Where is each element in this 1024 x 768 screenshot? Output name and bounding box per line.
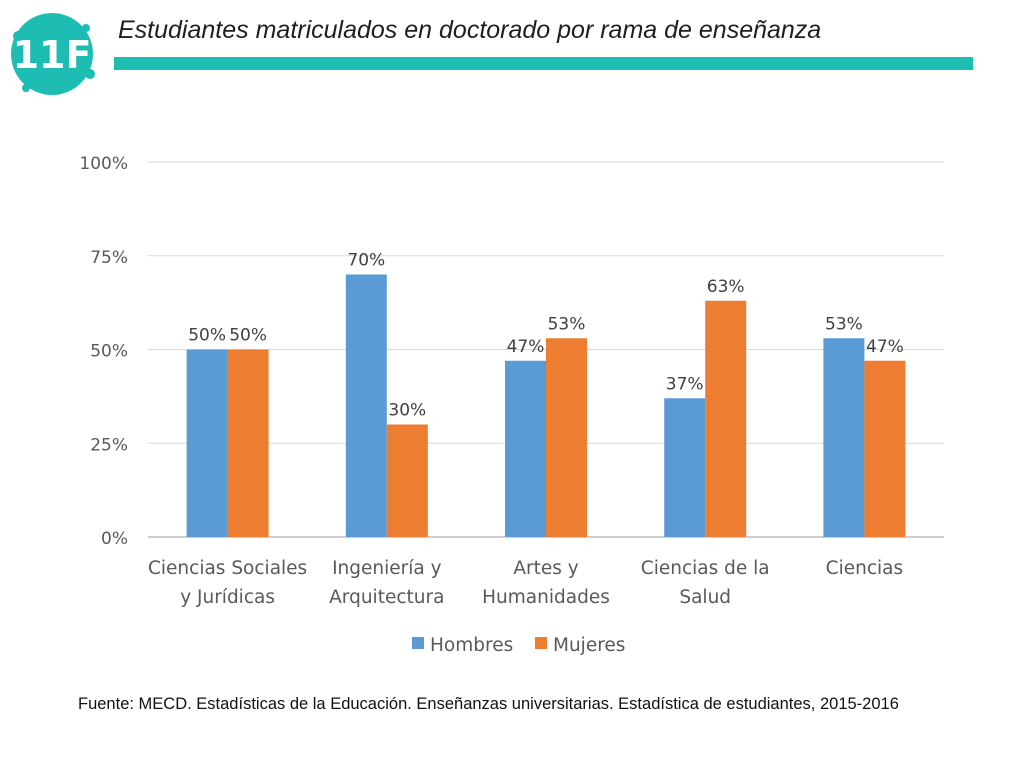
chart-bars [186, 274, 906, 537]
y-tick-label: 50% [90, 342, 128, 362]
x-category-label: Ciencias Sociales [148, 558, 307, 579]
data-labels: 50% 50%70%30%47%53%37%63%53%47% [188, 251, 904, 421]
data-label: 37% [666, 374, 704, 394]
y-tick-label: 25% [90, 435, 128, 455]
logo-11f: 11F [11, 13, 95, 95]
data-label: 53% [825, 314, 863, 334]
legend-label: Mujeres [553, 635, 625, 656]
page-title: Estudiantes matriculados en doctorado po… [118, 16, 822, 44]
x-category-label: Ciencias [826, 558, 903, 579]
data-label: 47% [866, 337, 904, 357]
data-label: 30% [388, 401, 426, 421]
legend-swatch [535, 637, 547, 649]
bar-hombres [186, 349, 228, 537]
source-note: Fuente: MECD. Estadísticas de la Educaci… [78, 695, 899, 713]
y-tick-label: 0% [101, 529, 128, 549]
title-underline-bar [114, 57, 973, 70]
logo-text: 11F [13, 33, 92, 77]
legend-label: Hombres [430, 635, 513, 656]
data-label: 50% [229, 326, 267, 346]
x-category-label: Ingeniería y [332, 558, 442, 579]
data-label: 47% [507, 337, 545, 357]
data-label: 63% [707, 277, 745, 297]
y-axis-tick-labels: 0% 25% 50% 75% 100% [79, 154, 128, 549]
bar-mujeres [546, 338, 587, 537]
bar-mujeres [864, 360, 906, 537]
bar-mujeres [386, 424, 428, 537]
y-tick-label: 75% [90, 248, 128, 268]
x-category-label: Arquitectura [329, 587, 444, 608]
bar-mujeres [705, 300, 747, 537]
x-category-label: Ciencias de la [641, 558, 770, 579]
bar-hombres [345, 274, 387, 537]
x-category-label: Salud [679, 587, 731, 608]
bar-chart: 0%25%50%75%100% 50% 50%70%30%47%53%37%63%… [79, 154, 944, 656]
y-tick-label: 100% [79, 154, 128, 174]
bar-hombres [823, 338, 865, 537]
data-label: 50% [188, 326, 226, 346]
data-label: 70% [347, 251, 385, 271]
bar-hombres [664, 398, 706, 537]
chart-legend: Hombres Mujeres [412, 635, 625, 656]
x-category-label: Artes y [513, 558, 578, 579]
bar-mujeres [227, 349, 269, 537]
data-label: 53% [548, 314, 586, 334]
x-axis-category-labels: Ciencias Sociales y Jurídicas Ingeniería y… [148, 558, 903, 608]
x-category-label: Humanidades [482, 587, 610, 608]
legend-swatch [412, 637, 424, 649]
logo-circle [11, 13, 93, 95]
x-category-label: y Jurídicas [180, 587, 275, 608]
bar-hombres [505, 360, 546, 537]
